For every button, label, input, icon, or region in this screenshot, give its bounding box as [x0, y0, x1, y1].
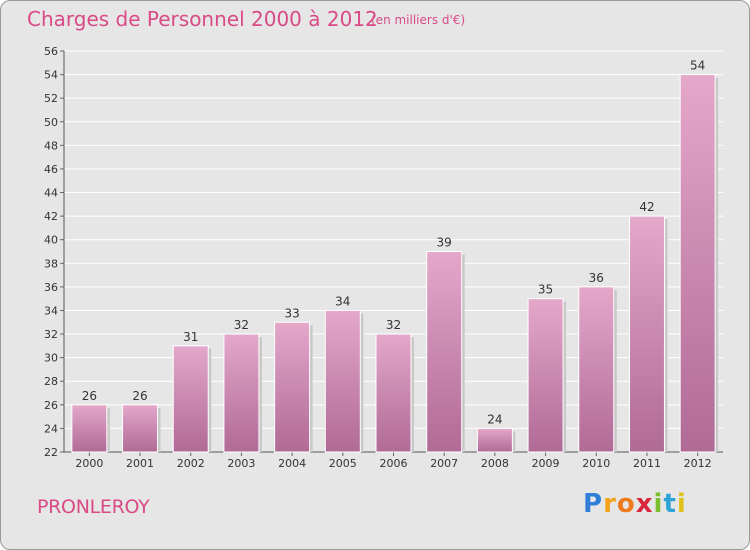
value-label: 36 — [589, 271, 604, 285]
x-tick-label: 2008 — [481, 457, 509, 470]
x-tick-label: 2007 — [430, 457, 458, 470]
y-tick-label: 50 — [44, 116, 58, 129]
value-label: 34 — [335, 294, 350, 308]
value-label: 24 — [487, 412, 502, 426]
x-tick-label: 2003 — [227, 457, 255, 470]
y-tick-label: 42 — [44, 210, 58, 223]
bar-2004 — [274, 321, 311, 453]
value-label: 31 — [183, 330, 198, 344]
bar-2012 — [679, 74, 716, 453]
bar-2010 — [578, 286, 615, 453]
bar-2009 — [527, 298, 564, 453]
value-label: 35 — [538, 283, 553, 297]
logo-letter: P — [583, 489, 604, 519]
x-tick-label: 2001 — [126, 457, 154, 470]
town-name: PRONLEROY — [37, 496, 150, 518]
x-tick-label: 2009 — [532, 457, 560, 470]
chart-subtitle: (en milliers d'€) — [371, 13, 466, 27]
logo-letter: i — [653, 489, 664, 519]
x-tick-label: 2000 — [75, 457, 103, 470]
logo-letter: o — [616, 489, 636, 519]
bar-2002 — [172, 345, 209, 453]
x-tick-label: 2004 — [278, 457, 306, 470]
bars — [71, 74, 719, 453]
value-label: 32 — [234, 318, 249, 332]
y-tick-label: 24 — [44, 422, 58, 435]
y-tick-label: 48 — [44, 139, 58, 152]
x-tick-label: 2010 — [582, 457, 610, 470]
x-tick-label: 2002 — [177, 457, 205, 470]
bar-2005 — [324, 309, 361, 453]
y-tick-label: 44 — [44, 187, 58, 200]
bar-2007 — [426, 251, 463, 453]
bar-2011 — [628, 215, 665, 453]
x-tick-label: 2006 — [380, 457, 408, 470]
value-label: 26 — [132, 389, 147, 403]
value-label: 32 — [386, 318, 401, 332]
y-tick-label: 36 — [44, 281, 58, 294]
y-tick-label: 30 — [44, 352, 58, 365]
logo-letter: i — [676, 489, 687, 519]
y-tick-label: 28 — [44, 375, 58, 388]
value-label: 26 — [82, 389, 97, 403]
chart-title: Charges de Personnel 2000 à 2012 — [27, 7, 378, 31]
proxiti-logo: Proxiti — [583, 489, 687, 519]
labels: 22 24 26 28 30 32 34 36 38 40 42 44 46 48 50 52 54 56 26 20… — [44, 45, 712, 470]
y-tick-label: 34 — [44, 304, 58, 317]
y-tick-label: 38 — [44, 257, 58, 270]
bar-2006 — [375, 333, 412, 453]
logo-letter: x — [635, 489, 654, 519]
y-tick-label: 32 — [44, 328, 58, 341]
y-tick-label: 26 — [44, 399, 58, 412]
bar-2001 — [122, 404, 159, 453]
bar-2003 — [223, 333, 260, 453]
logo-letter: t — [663, 489, 677, 519]
bar-2000 — [71, 404, 108, 453]
x-tick-label: 2011 — [633, 457, 661, 470]
y-tick-label: 52 — [44, 92, 58, 105]
x-tick-label: 2005 — [329, 457, 357, 470]
value-label: 54 — [690, 59, 705, 73]
logo-letter: r — [603, 489, 617, 519]
y-tick-label: 46 — [44, 163, 58, 176]
y-tick-label: 22 — [44, 446, 58, 459]
y-tick-label: 54 — [44, 69, 58, 82]
y-tick-label: 40 — [44, 234, 58, 247]
value-label: 39 — [437, 236, 452, 250]
y-tick-label: 56 — [44, 45, 58, 58]
x-tick-label: 2012 — [684, 457, 712, 470]
bar-2008 — [476, 427, 513, 453]
value-label: 33 — [284, 306, 299, 320]
value-label: 42 — [639, 200, 654, 214]
